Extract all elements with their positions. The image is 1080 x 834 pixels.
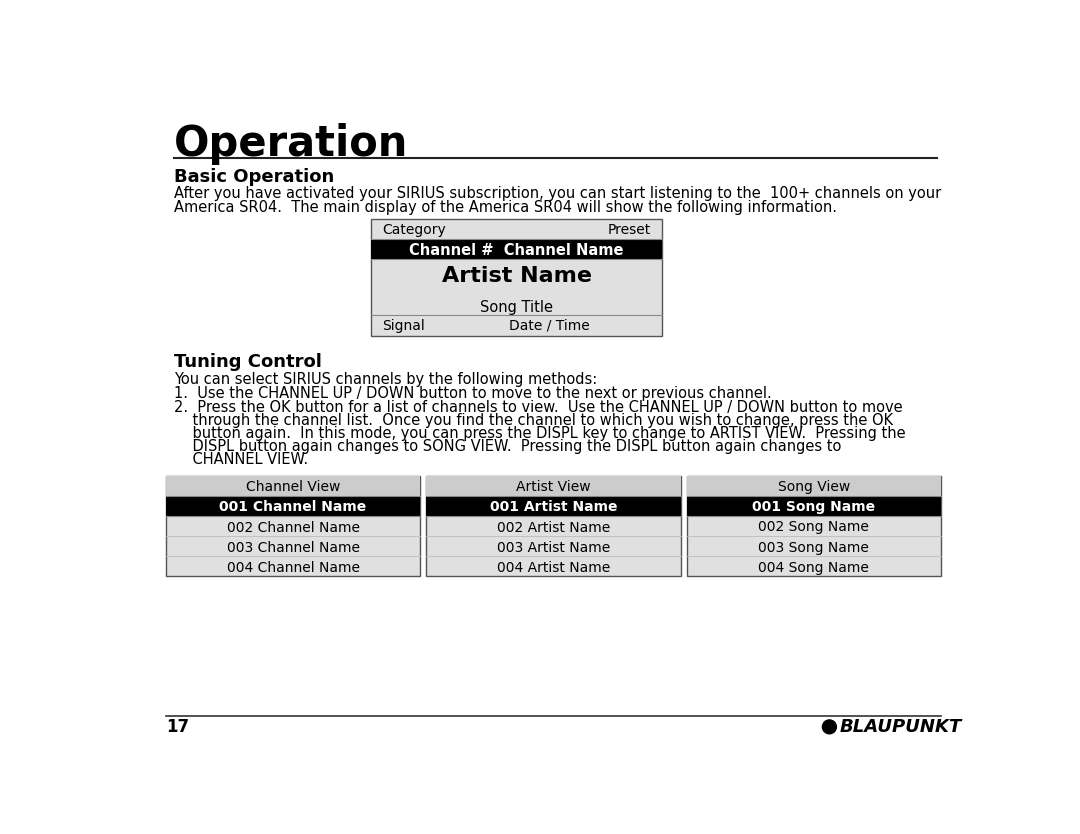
- Bar: [372, 219, 662, 336]
- Text: Basic Operation: Basic Operation: [174, 168, 334, 186]
- Text: 001 Song Name: 001 Song Name: [753, 500, 876, 514]
- Text: 004 Artist Name: 004 Artist Name: [497, 560, 610, 575]
- Circle shape: [823, 720, 836, 734]
- Text: 002 Channel Name: 002 Channel Name: [227, 520, 360, 535]
- Text: Channel #  Channel Name: Channel # Channel Name: [409, 244, 624, 259]
- Text: Category: Category: [382, 224, 446, 238]
- Bar: [427, 496, 680, 516]
- Text: Song View: Song View: [778, 480, 850, 494]
- Text: CHANNEL VIEW.: CHANNEL VIEW.: [174, 452, 308, 467]
- Bar: [687, 496, 941, 516]
- Text: You can select SIRIUS channels by the following methods:: You can select SIRIUS channels by the fo…: [174, 372, 597, 387]
- Bar: [427, 476, 680, 496]
- Text: Preset: Preset: [608, 224, 651, 238]
- Text: Artist View: Artist View: [516, 480, 591, 494]
- Text: 002 Artist Name: 002 Artist Name: [497, 520, 610, 535]
- Text: 002 Song Name: 002 Song Name: [758, 520, 869, 535]
- Text: 1.  Use the CHANNEL UP / DOWN button to move to the next or previous channel.: 1. Use the CHANNEL UP / DOWN button to m…: [174, 386, 771, 401]
- Text: 17: 17: [166, 718, 189, 736]
- Text: Song Title: Song Title: [481, 300, 553, 315]
- Bar: [372, 239, 662, 259]
- Text: Channel View: Channel View: [246, 480, 340, 494]
- Text: After you have activated your SIRIUS subscription, you can start listening to th: After you have activated your SIRIUS sub…: [174, 186, 941, 201]
- Text: America SR04.  The main display of the America SR04 will show the following info: America SR04. The main display of the Am…: [174, 200, 837, 215]
- Text: 001 Artist Name: 001 Artist Name: [489, 500, 618, 514]
- Text: Operation: Operation: [174, 123, 408, 165]
- Text: Date / Time: Date / Time: [509, 319, 590, 333]
- Text: through the channel list.  Once you find the channel to which you wish to change: through the channel list. Once you find …: [174, 413, 893, 428]
- Bar: [166, 476, 420, 576]
- Text: 001 Channel Name: 001 Channel Name: [219, 500, 367, 514]
- Text: 2.  Press the OK button for a list of channels to view.  Use the CHANNEL UP / DO: 2. Press the OK button for a list of cha…: [174, 399, 903, 414]
- Bar: [166, 476, 420, 496]
- Text: DISPL button again changes to SONG VIEW.  Pressing the DISPL button again change: DISPL button again changes to SONG VIEW.…: [174, 439, 841, 454]
- Text: 004 Channel Name: 004 Channel Name: [227, 560, 360, 575]
- Bar: [427, 476, 680, 576]
- Text: Tuning Control: Tuning Control: [174, 354, 322, 371]
- Text: button again.  In this mode, you can press the DISPL key to change to ARTIST VIE: button again. In this mode, you can pres…: [174, 426, 905, 441]
- Text: Artist Name: Artist Name: [442, 266, 592, 285]
- Bar: [687, 476, 941, 576]
- Text: 003 Channel Name: 003 Channel Name: [227, 540, 360, 555]
- Bar: [687, 476, 941, 496]
- Bar: [166, 496, 420, 516]
- Text: 004 Song Name: 004 Song Name: [758, 560, 869, 575]
- Text: 003 Song Name: 003 Song Name: [758, 540, 869, 555]
- Text: BLAUPUNKT: BLAUPUNKT: [839, 718, 961, 736]
- Text: 003 Artist Name: 003 Artist Name: [497, 540, 610, 555]
- Text: Signal: Signal: [382, 319, 424, 333]
